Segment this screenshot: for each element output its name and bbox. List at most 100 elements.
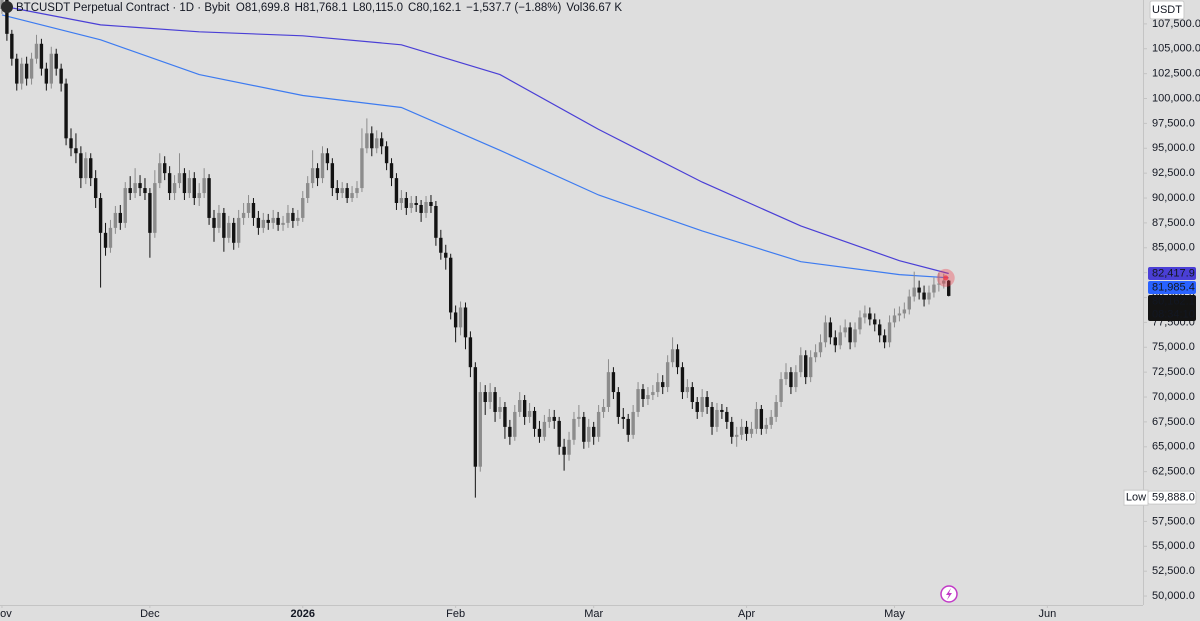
candle-body xyxy=(158,163,162,184)
candle-body xyxy=(868,313,872,320)
candle-body xyxy=(552,416,556,421)
axes: 107,500.0 105,000.0 102,500.0 100,000.0 97,5… xyxy=(0,18,1200,620)
candle-body xyxy=(769,416,773,425)
candle-body xyxy=(192,178,196,199)
candle-body xyxy=(818,342,823,353)
candle-body xyxy=(833,337,838,346)
y-tick-label: 105,000.0 xyxy=(1152,43,1200,55)
candle-body xyxy=(59,68,63,84)
candle-body xyxy=(601,406,606,412)
candle-body xyxy=(98,198,103,233)
candle-body xyxy=(804,355,808,378)
candle-body xyxy=(79,153,83,179)
candle-body xyxy=(34,43,39,59)
candle-body xyxy=(266,219,270,223)
candle-body xyxy=(892,315,897,323)
candle-body xyxy=(488,392,492,403)
candle-body xyxy=(730,421,734,437)
x-tick-label: Mar xyxy=(584,608,603,620)
candle-body xyxy=(93,178,98,199)
candle-body xyxy=(335,188,339,194)
candle-body xyxy=(212,217,216,228)
candle-body xyxy=(582,416,586,442)
candle-body xyxy=(246,202,251,213)
candle-body xyxy=(907,296,911,310)
candle-body xyxy=(616,392,621,417)
x-tick-label: Dec xyxy=(140,608,160,620)
symbol-icon xyxy=(1,1,13,13)
candle-body xyxy=(631,411,635,435)
candle-body xyxy=(493,392,497,412)
x-tick-label: Jun xyxy=(1038,608,1056,620)
candle-body xyxy=(932,284,936,293)
candle-body xyxy=(700,397,704,412)
chart-title: BTCUSDT Perpetual Contract · 1D · Bybit xyxy=(16,2,231,14)
candle-body xyxy=(355,188,359,194)
candle-body xyxy=(823,322,828,343)
candle-body xyxy=(217,212,221,228)
candle-body xyxy=(256,217,261,228)
ohlc-value: 81,768.1 xyxy=(303,2,348,14)
candle-body xyxy=(320,153,325,179)
candle-body xyxy=(153,183,157,233)
candle-body xyxy=(453,312,458,328)
candle-body xyxy=(429,201,433,206)
ohlc-value: 80,115.0 xyxy=(359,2,403,14)
candle-body xyxy=(162,163,167,174)
candle-body xyxy=(779,379,783,403)
legend-header: BTCUSDT Perpetual Contract · 1D · Bybit … xyxy=(1,1,622,14)
candle-body xyxy=(882,335,887,343)
candle-body xyxy=(789,372,793,388)
candle-body xyxy=(44,68,49,84)
candle-body xyxy=(675,349,680,368)
price-tag-bg xyxy=(1148,280,1196,294)
candle-body xyxy=(301,198,305,218)
price-tag-label: 81,985.4 xyxy=(1152,281,1195,293)
ohlc-value: 81,699.8 xyxy=(245,2,290,14)
candle-body xyxy=(340,188,344,194)
candle-body xyxy=(749,428,754,434)
candle-body xyxy=(241,212,246,218)
candle-body xyxy=(690,387,695,403)
candle-body xyxy=(39,43,44,69)
candle-body xyxy=(276,217,280,225)
candle-body xyxy=(108,227,113,248)
candle-body xyxy=(572,418,576,440)
y-tick-label: 70,000.0 xyxy=(1152,391,1195,403)
y-tick-label: 55,000.0 xyxy=(1152,540,1195,552)
candle-body xyxy=(754,408,759,429)
candle-body xyxy=(5,0,9,34)
candle-body xyxy=(365,133,369,149)
candle-body xyxy=(518,400,522,412)
y-tick-label: 97,500.0 xyxy=(1152,117,1195,129)
candle-body xyxy=(69,138,73,149)
candle-body xyxy=(547,416,552,422)
candle-body xyxy=(858,317,862,330)
candle-body xyxy=(419,204,423,213)
candle-body xyxy=(286,212,290,223)
candle-body xyxy=(187,178,192,194)
y-tick-label: 87,500.0 xyxy=(1152,217,1195,229)
candle-body xyxy=(734,434,739,437)
candle-body xyxy=(232,222,236,243)
candle-body xyxy=(838,332,842,346)
x-tick-label: Feb xyxy=(446,608,465,620)
candle-body xyxy=(947,280,951,296)
candle-body xyxy=(813,352,818,358)
candle-body xyxy=(794,372,798,388)
candle-body xyxy=(103,232,108,248)
alert-icon[interactable] xyxy=(940,585,958,603)
price-tag-label: 59,888.0 xyxy=(1152,492,1195,504)
candle-body xyxy=(720,409,724,412)
candle-body xyxy=(710,406,714,427)
candle-body xyxy=(251,202,256,218)
alert-icon-bolt[interactable] xyxy=(946,588,952,600)
candle-body xyxy=(651,392,655,396)
candle-body xyxy=(483,392,487,403)
candle-body xyxy=(89,158,93,179)
currency-box-bg xyxy=(1149,0,1185,20)
y-tick-label: 62,500.0 xyxy=(1152,466,1195,478)
candle-body xyxy=(764,424,768,429)
candle-body xyxy=(473,367,478,467)
